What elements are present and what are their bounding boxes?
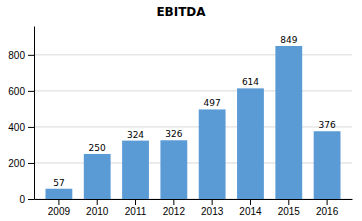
bar xyxy=(160,140,187,199)
tick: 2012 xyxy=(163,199,186,217)
data-label: 250 xyxy=(89,143,106,153)
tick-mark xyxy=(250,199,251,205)
tick-label: 2015 xyxy=(278,206,301,217)
tick-mark xyxy=(288,199,289,205)
bar xyxy=(199,109,226,199)
tick: 2009 xyxy=(48,199,71,217)
y-axis: 0 200 400 600 800 xyxy=(8,27,34,205)
x-axis: 2009 2010 2011 2012 2013 2014 2015 2016 xyxy=(35,199,353,217)
tick-mark xyxy=(327,199,328,205)
bar xyxy=(237,88,264,199)
tick-label: 2013 xyxy=(201,206,224,217)
axis-line xyxy=(34,27,35,200)
tick-mark xyxy=(212,199,213,205)
grid-line xyxy=(34,54,352,55)
data-label: 326 xyxy=(165,129,182,139)
bar xyxy=(275,46,302,199)
data-label: 849 xyxy=(280,35,297,45)
bars xyxy=(45,46,340,199)
tick: 2010 xyxy=(86,199,109,217)
data-label: 324 xyxy=(127,130,144,140)
bar xyxy=(45,189,72,199)
tick: 2015 xyxy=(278,199,301,217)
tick: 400 xyxy=(8,122,34,133)
tick: 2011 xyxy=(125,199,147,217)
tick: 2016 xyxy=(316,199,339,217)
grid-line xyxy=(34,199,352,200)
tick-label: 2011 xyxy=(125,206,147,217)
tick: 200 xyxy=(8,158,34,169)
tick-label: 2010 xyxy=(86,206,109,217)
data-label: 497 xyxy=(204,98,221,108)
tick: 2014 xyxy=(239,199,262,217)
tick-mark xyxy=(173,199,174,205)
grid-line xyxy=(34,162,352,163)
tick-label: 2012 xyxy=(163,206,186,217)
axis-line xyxy=(35,199,353,200)
bar xyxy=(84,154,111,199)
chart-svg: EBITDA0200400600800200920102011201220132… xyxy=(0,0,362,221)
tick-mark xyxy=(28,91,34,92)
bar xyxy=(122,141,149,199)
tick-label: 2016 xyxy=(316,206,339,217)
tick: 2013 xyxy=(201,199,224,217)
tick-mark xyxy=(28,199,34,200)
data-label: 614 xyxy=(242,77,259,87)
chart-title: EBITDA xyxy=(156,5,206,19)
data-label: 57 xyxy=(53,178,64,188)
grid-line xyxy=(34,90,352,91)
tick-label: 600 xyxy=(8,86,25,97)
tick-mark xyxy=(28,163,34,164)
grid-line xyxy=(34,126,352,127)
tick: 600 xyxy=(8,86,34,97)
tick-label: 0 xyxy=(19,194,25,205)
tick: 800 xyxy=(8,50,34,61)
data-label: 376 xyxy=(319,120,336,130)
tick-mark xyxy=(58,199,59,205)
tick-mark xyxy=(28,55,34,56)
grid xyxy=(34,55,352,199)
chart-container: EBITDA0200400600800200920102011201220132… xyxy=(0,0,362,221)
tick-label: 2014 xyxy=(239,206,262,217)
tick-label: 200 xyxy=(8,158,25,169)
plot-area: 0 200 400 600 800 2009 2010 2011 2012 2013 2014 201… xyxy=(8,27,352,218)
tick-mark xyxy=(135,199,136,205)
data-labels: 57 250 324 326 497 614 849 376 xyxy=(53,35,336,188)
tick-label: 800 xyxy=(8,50,25,61)
tick-mark xyxy=(28,127,34,128)
tick-mark xyxy=(97,199,98,205)
tick-label: 2009 xyxy=(48,206,71,217)
tick-label: 400 xyxy=(8,122,25,133)
bar xyxy=(314,131,341,199)
tick: 0 xyxy=(19,194,34,205)
